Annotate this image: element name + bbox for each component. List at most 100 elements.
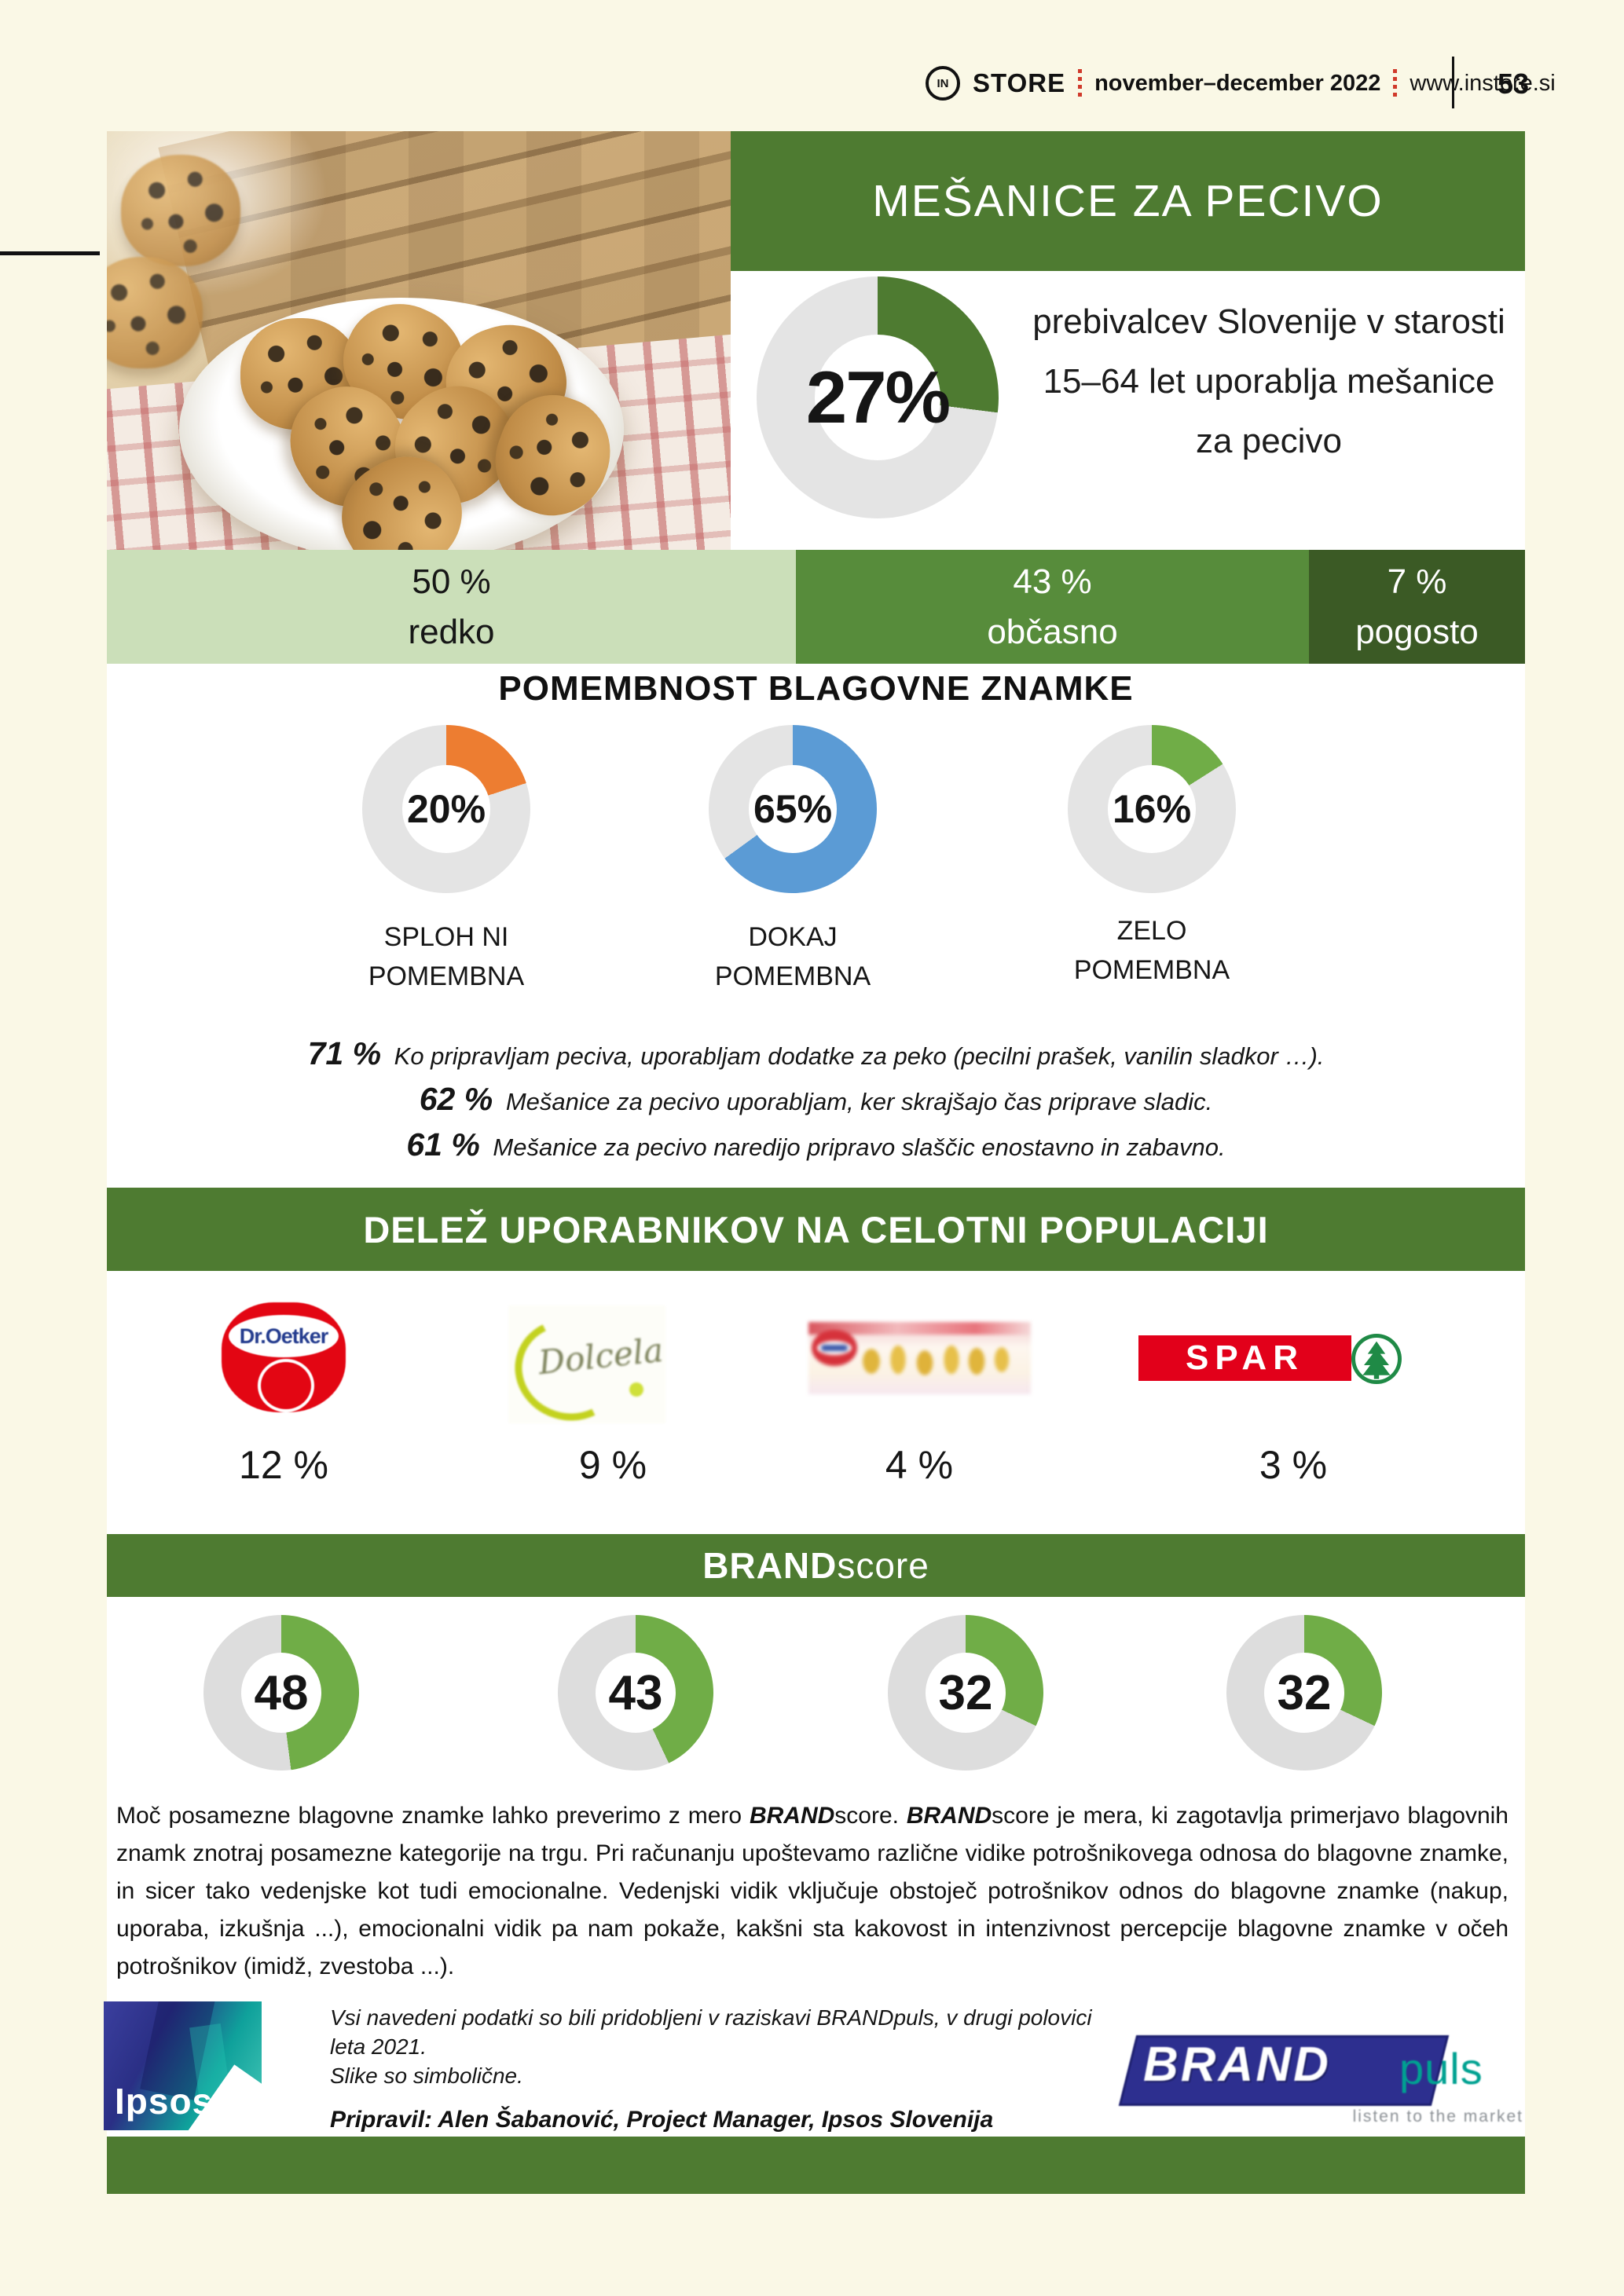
- statement-row: 71 % Ko pripravljam peciva, uporabljam d…: [107, 1031, 1525, 1076]
- muffin: [121, 155, 240, 266]
- body-paragraph: Moč posamezne blagovne znamke lahko prev…: [116, 1797, 1509, 1986]
- importance-value: 65%: [753, 787, 833, 831]
- usage-donut: 27%: [757, 276, 999, 518]
- statement-value: 71 %: [307, 1035, 382, 1071]
- brandscore-donut-1: 48: [203, 1615, 359, 1771]
- footer-prepared-by: Pripravil: Alen Šabanović, Project Manag…: [330, 2107, 994, 2133]
- brandscore-donut-4: 32: [1226, 1615, 1382, 1771]
- statement-text: Mešanice za pecivo uporabljam, ker skraj…: [505, 1088, 1213, 1115]
- brandscore-title-bold: BRAND: [702, 1545, 838, 1586]
- importance-label-1: SPLOH NI POMEMBNA: [368, 922, 525, 991]
- blurred-product-logo: [808, 1322, 1031, 1394]
- masthead-issue: november–december 2022: [1094, 70, 1381, 96]
- brandscore-value: 32: [1277, 1665, 1332, 1720]
- importance-label-2: DOKAJ POMEMBNA: [714, 922, 871, 991]
- category-title-bar: MEŠANICE ZA PECIVO: [731, 131, 1525, 271]
- ipsos-wordmark: Ipsos: [115, 2081, 214, 2122]
- footer-green-band: [107, 2137, 1525, 2194]
- brandscore-value: 48: [254, 1665, 309, 1720]
- frequency-segment-pogosto: 7 % pogosto: [1309, 550, 1525, 664]
- masthead-divider: [1452, 57, 1454, 108]
- frequency-bar: 50 % redko 43 % občasno 7 % pogosto: [107, 550, 1525, 664]
- segment-value: 50 %: [412, 562, 491, 601]
- masthead: IN STORE november–december 2022 www.inst…: [926, 64, 1556, 102]
- ipsos-logo: Ipsos: [104, 2001, 262, 2130]
- statement-text: Ko pripravljam peciva, uporabljam dodatk…: [394, 1042, 1325, 1070]
- dr-oetker-logo: Dr.Oetker: [222, 1302, 346, 1412]
- brandpuls-tagline: listen to the market: [1352, 2107, 1523, 2126]
- paragraph-text-bold: BRAND: [906, 1803, 992, 1829]
- footer-note-line2: Slike so simbolične.: [330, 2063, 523, 2088]
- importance-donut-3: 16%: [1068, 725, 1236, 893]
- statements: 71 % Ko pripravljam peciva, uporabljam d…: [107, 1031, 1525, 1167]
- segment-label: občasno: [987, 612, 1118, 651]
- paragraph-text: score je mera, ki zagotavlja primerjavo …: [116, 1803, 1509, 1979]
- brandscore-value: 32: [938, 1665, 993, 1720]
- brandpuls-wordmark-rest: puls: [1399, 2044, 1483, 2093]
- dr-oetker-head-emblem: [258, 1359, 314, 1412]
- blurred-logo-script: [857, 1336, 1022, 1383]
- masthead-store-wordmark: STORE: [973, 68, 1066, 97]
- frequency-segment-obcasno: 43 % občasno: [796, 550, 1309, 664]
- brandscore-value: 43: [608, 1665, 663, 1720]
- segment-label: pogosto: [1355, 612, 1479, 651]
- blurred-logo-stripe: [808, 1322, 1031, 1335]
- share-section-bar: DELEŽ UPORABNIKOV NA CELOTNI POPULACIJI: [107, 1188, 1525, 1271]
- usage-donut-value: 27%: [805, 356, 951, 438]
- spar-logo: SPAR: [1138, 1334, 1402, 1384]
- statement-row: 61 % Mešanice za pecivo naredijo priprav…: [107, 1122, 1525, 1167]
- paragraph-text: score.: [834, 1803, 907, 1829]
- dotted-separator-icon: [1078, 69, 1083, 97]
- footer-note-line1: Vsi navedeni podatki so bili pridobljeni…: [330, 2005, 1092, 2059]
- brandscore-title: BRANDscore: [702, 1544, 929, 1587]
- importance-donut-1: 20%: [362, 725, 530, 893]
- spar-tree-emblem: [1351, 1334, 1402, 1384]
- statement-text: Mešanice za pecivo naredijo pripravo sla…: [493, 1133, 1226, 1161]
- spar-wordmark-box: SPAR: [1138, 1335, 1351, 1381]
- masthead-url: www.instore.si: [1410, 70, 1556, 96]
- brandpuls-wordmark-bold: BRAND: [1143, 2038, 1331, 2092]
- fir-tree-icon: [1362, 1341, 1391, 1379]
- brandscore-donut-3: 32: [888, 1615, 1043, 1771]
- statement-value: 62 %: [419, 1081, 493, 1117]
- dolcela-logo: Dolcela: [501, 1305, 665, 1435]
- brandscore-section-bar: BRANDscore: [107, 1534, 1525, 1597]
- importance-value: 16%: [1112, 787, 1192, 831]
- spar-wordmark: SPAR: [1186, 1338, 1304, 1377]
- importance-label-3: ZELO POMEMBNA: [1073, 916, 1230, 985]
- paragraph-text: Moč posamezne blagovne znamke lahko prev…: [116, 1803, 750, 1829]
- brandscore-donut-2: 43: [558, 1615, 713, 1771]
- page-number: 53: [1497, 68, 1530, 100]
- instore-logo-icon: IN: [926, 66, 960, 101]
- brand-share-value: 12 %: [239, 1443, 328, 1487]
- share-section-title: DELEŽ UPORABNIKOV NA CELOTNI POPULACIJI: [363, 1208, 1269, 1251]
- paragraph-text-bold: BRAND: [749, 1803, 835, 1829]
- brand-share-value: 3 %: [1259, 1443, 1328, 1487]
- dolcela-dot: [629, 1382, 643, 1397]
- importance-title: POMEMBNOST BLAGOVNE ZNAMKE: [498, 669, 1134, 708]
- statement-value: 61 %: [406, 1126, 480, 1163]
- muffin: [107, 257, 203, 368]
- emblem-shoulders: [277, 1382, 295, 1394]
- segment-label: redko: [408, 612, 495, 651]
- brandpuls-logo: BRAND puls listen to the market: [1118, 2031, 1525, 2126]
- margin-rule: [0, 251, 100, 255]
- segment-value: 43 %: [1013, 562, 1092, 601]
- dr-oetker-wordmark: Dr.Oetker: [239, 1324, 329, 1348]
- brand-share-value: 4 %: [885, 1443, 954, 1487]
- muffins-photo: [107, 131, 731, 550]
- brand-share-value: 9 %: [578, 1443, 647, 1487]
- emblem-head: [281, 1371, 290, 1380]
- usage-description: prebivalcev Slovenije v starosti 15–64 l…: [1032, 302, 1505, 460]
- blurred-logo-badge: [812, 1330, 857, 1366]
- importance-donut-2: 65%: [709, 725, 877, 893]
- statement-row: 62 % Mešanice za pecivo uporabljam, ker …: [107, 1076, 1525, 1122]
- category-title: MEŠANICE ZA PECIVO: [872, 176, 1384, 226]
- dotted-separator-icon: [1393, 69, 1398, 97]
- segment-value: 7 %: [1387, 562, 1447, 601]
- dr-oetker-wordmark-oval: Dr.Oetker: [229, 1315, 339, 1357]
- frequency-segment-redko: 50 % redko: [107, 550, 796, 664]
- importance-value: 20%: [406, 787, 486, 831]
- brandscore-title-rest: score: [837, 1545, 929, 1586]
